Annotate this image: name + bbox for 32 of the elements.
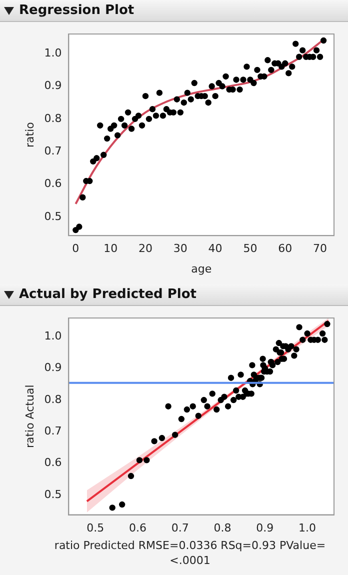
x-tick-label: 30	[173, 242, 188, 256]
x-tick-label: 0.7	[171, 521, 189, 534]
x-tick-label: 20	[138, 242, 152, 256]
y-tick-label: 0.5	[44, 488, 62, 501]
x-tick-label: 0.8	[214, 521, 232, 534]
chart-title: Actual by Predicted Plot	[19, 287, 197, 302]
x-tick-label: 1.0	[298, 521, 316, 534]
y-tick-label: 1.0	[44, 46, 62, 60]
x-tick-label: 0.5	[86, 521, 104, 534]
y-axis-title: ratio	[23, 122, 36, 148]
y-axis-title: ratio Actual	[23, 384, 36, 448]
y-tick-label: 0.8	[44, 112, 62, 125]
x-axis-title: age	[191, 262, 212, 276]
x-axis-title: ratio Predicted RMSE=0.0336 RSq=0.93 PValue=<.0001	[53, 538, 327, 568]
y-tick-label: 0.9	[44, 361, 62, 374]
x-tick-label: 0.9	[256, 521, 274, 534]
y-tick-label: 0.5	[44, 210, 62, 223]
y-tick-label: 0.6	[44, 456, 62, 470]
y-tick-label: 0.6	[44, 177, 62, 190]
x-tick-label: 70	[313, 242, 328, 256]
x-tick-label: 50	[243, 242, 258, 256]
y-tick-label: 1.0	[44, 330, 62, 343]
x-tick-label: 10	[104, 242, 118, 256]
x-tick-label: 0.6	[129, 521, 147, 534]
x-tick-label: 40	[208, 242, 222, 256]
x-tick-label: 60	[278, 242, 292, 256]
y-tick-label: 0.7	[44, 144, 62, 158]
y-tick-label: 0.7	[44, 424, 62, 438]
y-tick-label: 0.9	[44, 79, 62, 92]
x-tick-label: 0	[72, 242, 80, 256]
chart-title: Regression Plot	[19, 3, 134, 18]
y-tick-label: 0.8	[44, 392, 62, 406]
